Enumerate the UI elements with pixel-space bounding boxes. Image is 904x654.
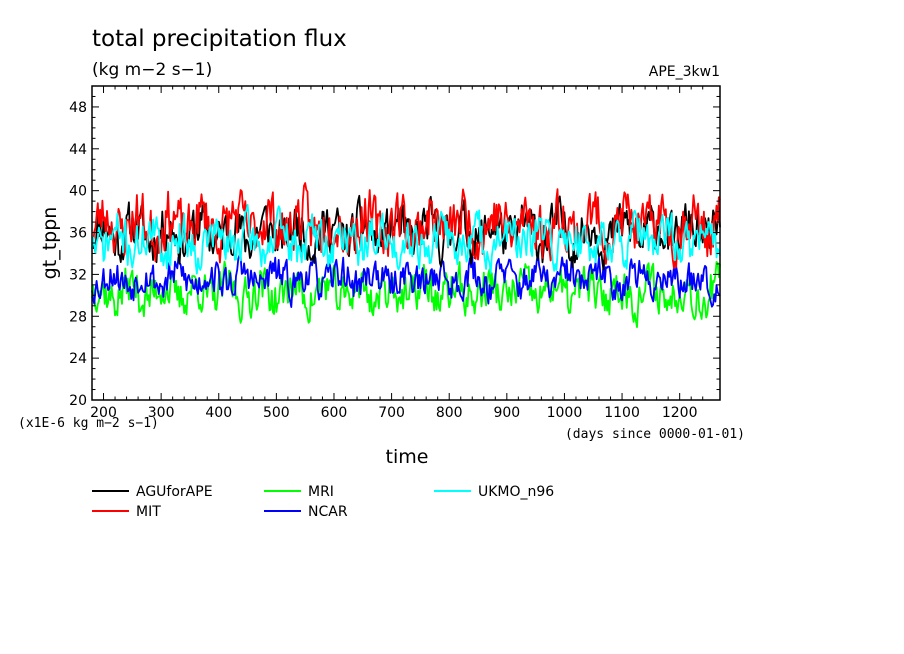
x-tick-label: 900 bbox=[493, 405, 520, 421]
run-label: APE_3kw1 bbox=[649, 64, 720, 80]
x-units-label: (days since 0000-01-01) bbox=[565, 427, 745, 442]
y-tick-label: 44 bbox=[69, 142, 87, 158]
legend: AGUforAPE MIT MRI NCAR UKMO_n96 bbox=[92, 484, 554, 520]
y-axis-label: gt_tppn bbox=[39, 207, 61, 280]
x-tick-label: 300 bbox=[148, 405, 175, 421]
x-tick-label: 500 bbox=[263, 405, 290, 421]
x-tick-label: 600 bbox=[321, 405, 348, 421]
series-line-ukmo-n96 bbox=[91, 203, 721, 275]
x-tick-label: 800 bbox=[436, 405, 463, 421]
legend-entry: AGUforAPE bbox=[136, 484, 213, 500]
x-tick-label: 400 bbox=[205, 405, 232, 421]
y-tick-label: 32 bbox=[69, 267, 87, 283]
chart-title: total precipitation flux bbox=[92, 26, 347, 52]
y-tick-label: 24 bbox=[69, 351, 87, 367]
series-layer bbox=[91, 182, 721, 329]
y-scale-note: (x1E-6 kg m−2 s−1) bbox=[18, 416, 159, 431]
y-tick-label: 36 bbox=[69, 226, 87, 242]
legend-entry: UKMO_n96 bbox=[478, 484, 554, 500]
x-tick-label: 200 bbox=[90, 405, 117, 421]
legend-entry: MIT bbox=[136, 504, 161, 520]
legend-entry: NCAR bbox=[308, 504, 348, 520]
x-tick-label: 1100 bbox=[604, 405, 640, 421]
x-tick-label: 1200 bbox=[662, 405, 698, 421]
series-line-ncar bbox=[91, 251, 721, 309]
y-tick-label: 48 bbox=[69, 100, 87, 116]
y-tick-label: 40 bbox=[69, 184, 87, 200]
ticks-layer: 20 24 28 32 36 40 44 48 200 300 400 500 600 700 800 900… bbox=[69, 85, 720, 421]
chart-units: (kg m−2 s−1) bbox=[92, 60, 212, 80]
y-tick-label: 20 bbox=[69, 393, 87, 409]
x-tick-label: 700 bbox=[378, 405, 405, 421]
y-tick-label: 28 bbox=[69, 309, 87, 325]
x-tick-label: 1000 bbox=[547, 405, 583, 421]
legend-entry: MRI bbox=[308, 484, 334, 500]
x-axis-label: time bbox=[386, 446, 429, 468]
